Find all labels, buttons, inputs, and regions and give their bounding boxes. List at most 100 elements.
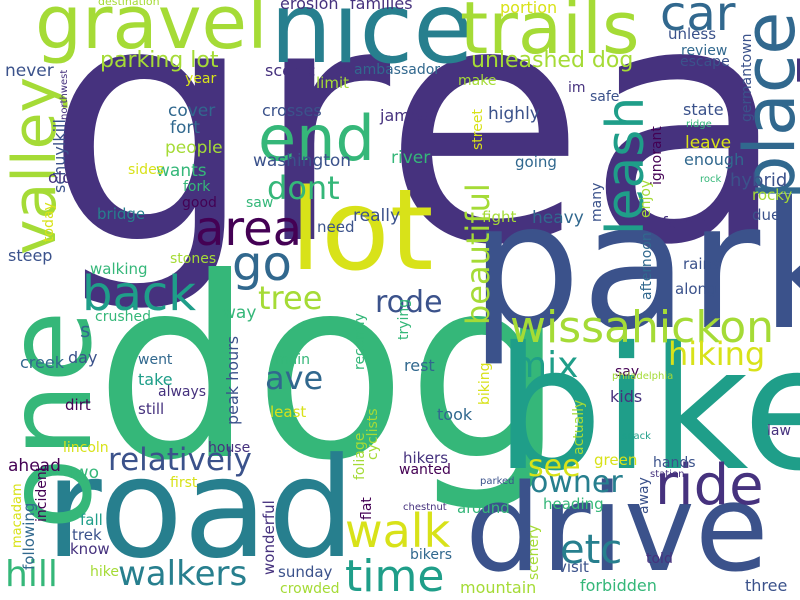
- word-first: first: [170, 475, 198, 491]
- word-escape: escape: [680, 54, 730, 70]
- word-time: time: [345, 551, 445, 600]
- word-gravel: gravel: [35, 0, 268, 66]
- word-took: took: [437, 405, 473, 424]
- word-actually: actually: [571, 399, 587, 455]
- word-steep: steep: [8, 246, 53, 265]
- word-hike: hike: [90, 564, 119, 580]
- word-fork: fork: [183, 179, 211, 195]
- word-washington: washington: [253, 151, 352, 171]
- word-cover: cover: [168, 101, 216, 121]
- word-go: go: [232, 236, 292, 292]
- word-highly: highly: [488, 104, 540, 124]
- word-rest: rest: [404, 356, 435, 375]
- word-forbidden: forbidden: [580, 576, 657, 595]
- word-incident: incident: [34, 465, 50, 522]
- word-owner: owner: [530, 465, 623, 500]
- word-ahead: ahead: [8, 456, 61, 476]
- word-least: least: [270, 403, 307, 421]
- word-ave: ave: [265, 359, 324, 397]
- word-great: great: [45, 0, 800, 317]
- word-snack: snack: [622, 431, 651, 442]
- word-wants: wants: [156, 161, 207, 181]
- word-due: due: [752, 206, 781, 224]
- word-northwest: northwest: [59, 69, 70, 120]
- word-ambassador: ambassador: [354, 62, 441, 78]
- word-need: need: [317, 218, 355, 236]
- word-crushed: crushed: [95, 309, 151, 325]
- word-philadelphia: philadelphia: [612, 371, 674, 382]
- word-walking: walking: [90, 260, 148, 278]
- word-ride: ride: [655, 453, 764, 518]
- word-see: see: [528, 449, 581, 484]
- word-many: many: [589, 182, 605, 222]
- word-recently: recently: [352, 313, 368, 370]
- word-house: house: [208, 440, 251, 456]
- word-peak-hours: peak hours: [223, 335, 242, 425]
- word-station: station: [650, 469, 685, 480]
- word-rode: rode: [375, 285, 443, 320]
- word-today: today: [41, 202, 57, 242]
- word-families: families: [350, 0, 413, 13]
- word-james: james: [380, 106, 429, 125]
- word-hybrid: hybrid: [730, 170, 788, 191]
- word-never: never: [5, 61, 54, 81]
- word-parking-lot: parking lot: [100, 48, 219, 73]
- word-trek: trek: [72, 526, 102, 544]
- word-beautiful: beautiful: [459, 183, 497, 325]
- word-river: river: [391, 148, 431, 168]
- word-ridge: ridge: [686, 119, 712, 130]
- word-fall: fall: [80, 511, 103, 529]
- word-back: back: [82, 266, 197, 322]
- word-wonderful: wonderful: [260, 500, 278, 575]
- word-enjoy: enjoy: [638, 179, 654, 218]
- word-around: around: [457, 499, 510, 517]
- word-destination: destination: [98, 0, 160, 8]
- word-enough: enough: [684, 150, 745, 169]
- word-s: s: [80, 318, 91, 342]
- word-drive: drive: [465, 460, 769, 599]
- word-rock: rock: [700, 174, 722, 185]
- word-unless: unless: [668, 25, 717, 43]
- word-make: make: [458, 73, 497, 89]
- word-rains: rains: [683, 255, 720, 273]
- word-erosion: erosion: [280, 0, 339, 13]
- word-heavy: heavy: [532, 208, 584, 228]
- word-car: car: [660, 0, 736, 42]
- word-trying: trying: [396, 298, 412, 340]
- word-walk: walk: [345, 504, 451, 558]
- word-mountain: mountain: [460, 578, 537, 597]
- word-hill: hill: [5, 554, 58, 595]
- word-take: take: [138, 370, 173, 389]
- word-im: im: [568, 80, 586, 96]
- word-sunday: sunday: [278, 563, 333, 581]
- word-people: people: [165, 138, 223, 158]
- word-two: two: [68, 463, 99, 483]
- word-wissahickon: wissahickon: [510, 302, 775, 353]
- word-walkers: walkers: [118, 554, 248, 594]
- word-lot: lot: [290, 166, 434, 296]
- word-wanted: wanted: [399, 462, 451, 478]
- word-always: always: [158, 384, 207, 400]
- word-lincoln: lincoln: [63, 440, 109, 456]
- word-told: told: [646, 551, 673, 567]
- word-scenic: scenic: [265, 61, 316, 80]
- word-unleashed-dog: unleashed dog: [471, 48, 634, 73]
- word-safe: safe: [590, 89, 620, 105]
- word-hiking: hiking: [668, 335, 766, 373]
- word-year: year: [185, 71, 217, 87]
- word-visit: visit: [558, 558, 589, 576]
- word-bikers: bikers: [410, 547, 453, 563]
- word-nice: nice: [270, 0, 474, 86]
- word-limit: limit: [316, 74, 349, 92]
- word-away: away: [636, 477, 652, 514]
- word-green: green: [594, 451, 638, 469]
- word-along: along: [675, 280, 717, 298]
- word-good: good: [182, 195, 217, 211]
- word-fort: fort: [170, 118, 201, 138]
- word-creek: creek: [20, 353, 64, 372]
- word-biking: biking: [477, 362, 493, 405]
- word-park: park: [470, 166, 800, 369]
- word-street: street: [470, 109, 486, 150]
- word-old: old: [48, 168, 73, 187]
